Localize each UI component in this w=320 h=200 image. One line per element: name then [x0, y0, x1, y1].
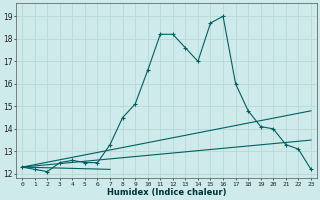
X-axis label: Humidex (Indice chaleur): Humidex (Indice chaleur) [107, 188, 226, 197]
